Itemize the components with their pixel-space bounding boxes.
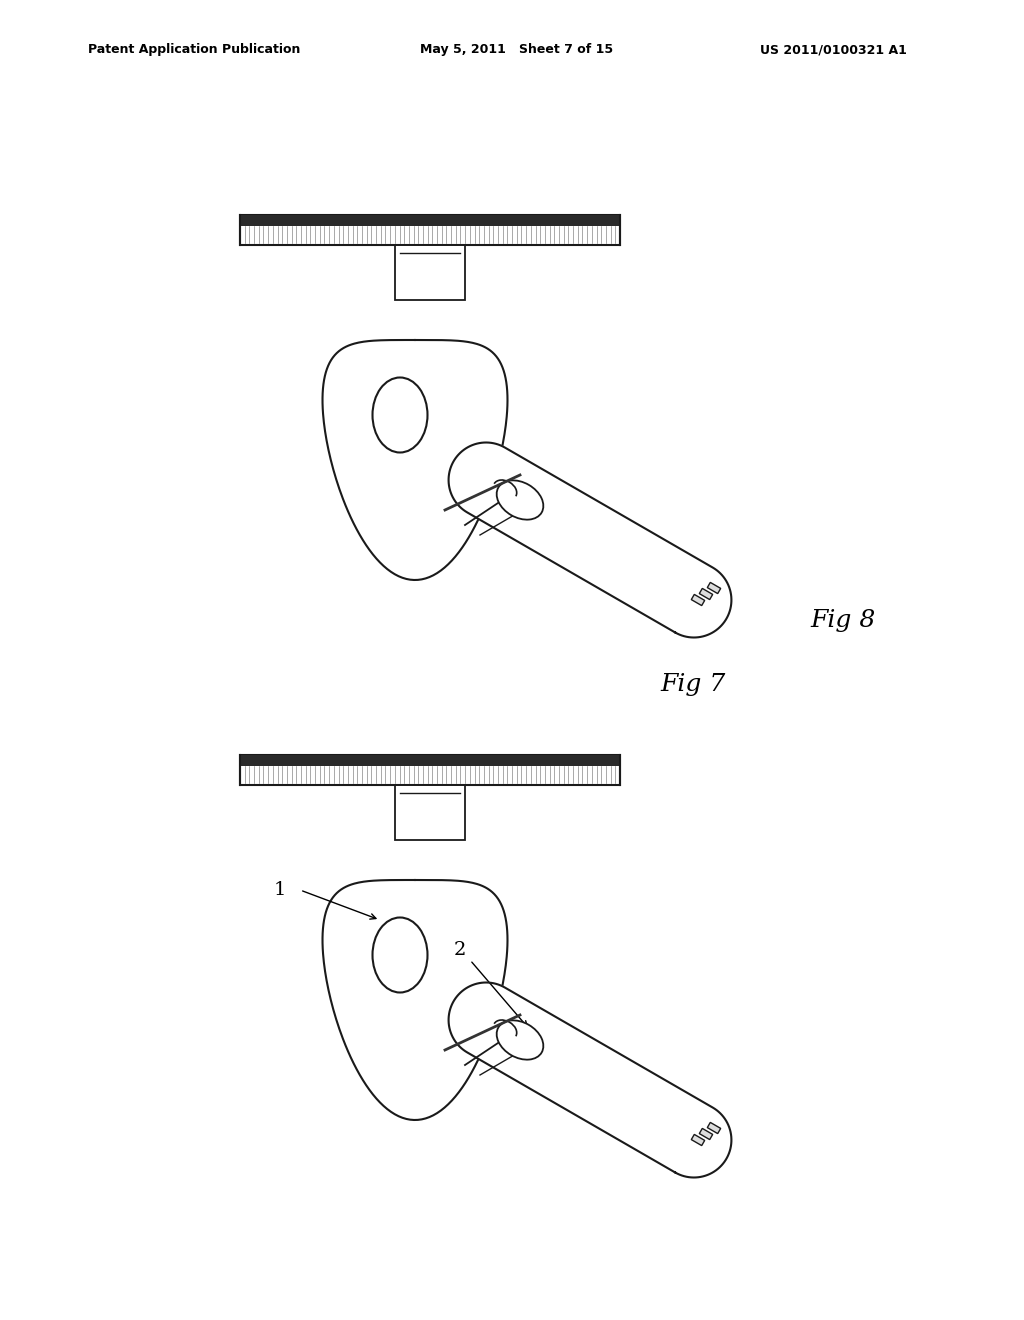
- Bar: [691, 1134, 705, 1146]
- Polygon shape: [323, 341, 508, 579]
- Ellipse shape: [497, 1020, 544, 1060]
- Text: Patent Application Publication: Patent Application Publication: [88, 44, 300, 57]
- Polygon shape: [449, 982, 731, 1177]
- Text: May 5, 2011   Sheet 7 of 15: May 5, 2011 Sheet 7 of 15: [420, 44, 613, 57]
- FancyBboxPatch shape: [395, 785, 465, 840]
- Polygon shape: [449, 442, 731, 638]
- Bar: [699, 1129, 713, 1139]
- Bar: [240, 755, 620, 766]
- Text: Fig 7: Fig 7: [660, 673, 725, 697]
- Ellipse shape: [373, 917, 427, 993]
- Text: US 2011/0100321 A1: US 2011/0100321 A1: [760, 44, 907, 57]
- Bar: [708, 1122, 721, 1134]
- Bar: [699, 589, 713, 599]
- Ellipse shape: [373, 378, 427, 453]
- Bar: [708, 582, 721, 594]
- Bar: [691, 594, 705, 606]
- Ellipse shape: [497, 480, 544, 520]
- Text: 1: 1: [273, 880, 286, 899]
- Bar: [240, 215, 620, 226]
- FancyBboxPatch shape: [395, 246, 465, 300]
- FancyBboxPatch shape: [240, 755, 620, 785]
- Text: Fig 8: Fig 8: [810, 609, 876, 631]
- FancyBboxPatch shape: [240, 215, 620, 246]
- Text: 2: 2: [454, 941, 466, 960]
- Polygon shape: [323, 880, 508, 1119]
